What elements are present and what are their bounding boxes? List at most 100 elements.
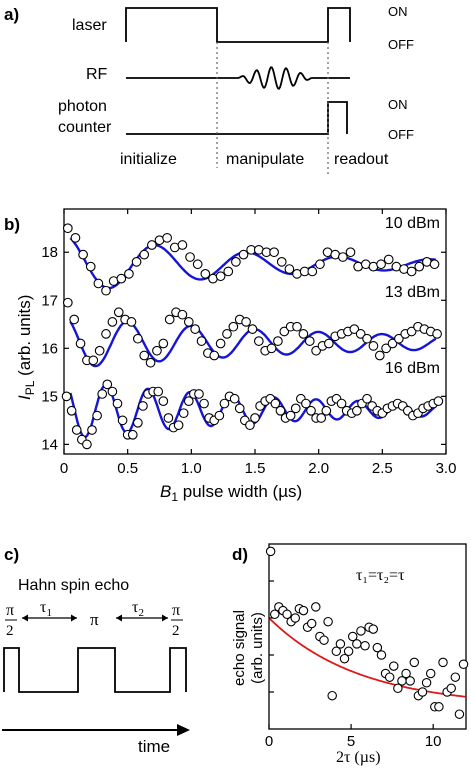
b-xtick-label: 2.5 [372,460,393,477]
echo-data-point [311,602,321,612]
pi-half-den-right: 2 [172,623,180,639]
b-xtick-label: 2.0 [308,460,329,477]
data-point [117,415,128,426]
data-point [126,317,137,327]
tau2-arrowheads [116,614,168,622]
data-point [355,329,366,339]
data-point [406,266,417,277]
echo-data-point [425,668,436,679]
echo-data-point [360,640,370,651]
data-point [292,321,302,332]
echo-data-point [343,646,354,657]
data-point [290,403,301,414]
panel-c: c) Hahn spin echo π 2 τ1 π τ2 π 2 time [2,545,190,756]
counter-off-label: OFF [388,127,414,142]
panel-b-xlabel: B1 pulse width (µs) [160,482,302,504]
data-point [301,398,311,409]
data-point [200,269,211,279]
b-xtick-label: 1.5 [245,460,266,477]
data-point [93,278,104,289]
data-point [131,256,142,267]
panel-c-label: c) [4,545,19,564]
echo-data-point [282,609,292,620]
data-point [238,249,249,260]
data-point [279,326,290,337]
data-point [71,425,82,435]
panel-b-ticks: 0 0.5 1.0 1.5 2.0 2.5 3.0 14 15 16 17 18 [41,209,456,477]
echo-data-point [298,605,309,616]
tau1-arrowheads [22,614,77,622]
data-point [92,410,102,421]
rf-label: RF [86,66,108,83]
data-point [107,317,118,327]
data-point [183,317,194,327]
echo-data-point [434,702,444,712]
data-point [70,232,81,243]
echo-data-point [265,546,276,557]
data-point [192,259,203,270]
photon-label: photon [58,98,107,115]
phase-initialize: initialize [120,151,177,168]
data-point [429,259,440,270]
echo-data-point [454,709,465,719]
data-point [433,396,444,407]
data-point [324,338,334,349]
data-point [383,254,394,265]
ylabel-i: I [15,395,34,400]
tau2-label: τ2 [132,599,144,619]
series-label: 13 dBm [385,284,440,301]
data-point [209,350,220,361]
data-point [116,273,127,284]
echo-data-point [306,618,317,629]
b-xtick-label: 1.0 [181,460,202,477]
echo-data-point [405,676,415,686]
data-point [101,285,111,296]
data-point [178,408,189,419]
ylabel-sub: PL [23,380,37,395]
xlabel-rest: pulse width (µs) [178,482,302,501]
data-point [82,439,92,450]
data-point [102,379,113,390]
data-point [273,336,283,346]
data-point [338,252,348,262]
time-label: time [138,737,170,756]
data-point [139,249,150,260]
data-point [61,391,72,402]
echo-data-point [409,657,420,668]
data-point [376,259,386,270]
data-point [183,396,194,407]
time-axis-arrowhead [177,724,190,736]
b-xtick-label: 3.0 [436,460,457,477]
echo-data-point [290,613,301,623]
counter-label: counter [58,119,112,136]
laser-label: laser [72,17,107,34]
data-point [62,223,73,234]
data-point [215,338,226,349]
data-point [387,338,398,349]
echo-data-point [368,624,378,634]
data-point [190,324,201,334]
data-point [138,401,148,411]
data-point [253,336,264,346]
panel-a: a) laser RF photon counter ON OFF ON OFF… [4,4,414,176]
data-point [245,420,255,431]
panel-b-label: b) [4,215,20,234]
laser-off-label: OFF [388,37,414,52]
echo-data-point [335,639,346,649]
data-point [316,413,327,423]
panel-a-label: a) [4,5,19,24]
data-point [133,417,143,428]
b-xtick-label: 0.5 [117,460,138,477]
data-point [298,329,309,339]
data-point [127,429,138,440]
data-point [112,398,123,409]
panel-b-ylabel: IPL (arb. units) [15,295,37,400]
data-point [362,393,372,404]
data-point [153,386,164,397]
data-point [139,350,150,361]
laser-trace [125,7,351,43]
echo-data-point [450,672,461,682]
echo-data-point [327,690,337,701]
d-xtick-label: 5 [347,733,355,750]
